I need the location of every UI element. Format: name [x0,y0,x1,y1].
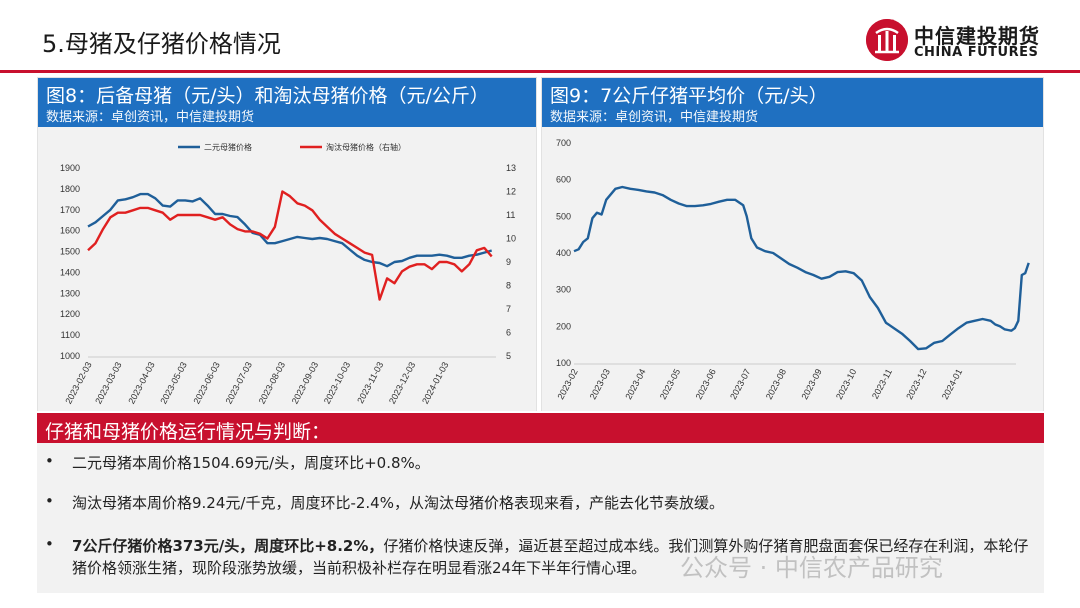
panel-source: 数据来源：卓创资讯，中信建投期货 [46,110,255,125]
y-right-tick-label: 8 [506,281,511,291]
judgement-body: • 二元母猪本周价格1504.69元/头，周度环比+0.8%。 • 淘汰母猪本周… [37,443,1044,593]
x-tick-label: 2023-07 [728,367,752,401]
x-tick-label: 2023-06 [694,367,718,401]
y-tick-label: 1500 [60,247,80,257]
x-tick-label: 2023-07-03 [224,360,254,405]
y-right-tick-label: 11 [506,210,515,220]
chart-panel-piglet-price: 图9：7公斤仔猪平均价（元/头） 数据来源：卓创资讯，中信建投期货 100 200… [541,77,1044,411]
judgement-title: 仔猪和母猪价格运行情况与判断： [45,421,331,443]
y-tick-label: 400 [556,248,571,258]
y-tick-label: 1800 [60,184,80,194]
x-tick-label: 2024-01 [940,367,964,401]
piglet-price-chart: 100 200 300 400 500 600 700 2023-02 2023-03 2023-… [555,138,1030,401]
bullet-text: 淘汰母猪本周价格9.24元/千克，周度环比-2.4%，从淘汰母猪价格表现来看，产… [72,494,724,512]
y-right-tick-label: 10 [506,234,516,244]
x-tick-label: 2024-01-03 [420,360,450,405]
y-tick-label: 1100 [61,330,80,340]
bullet-icon: • [45,535,54,553]
chart-area: 100 200 300 400 500 600 700 2023-02 2023-03 2023-… [542,127,1043,411]
bullet-icon: • [45,492,54,510]
legend-label: 二元母猪价格 [204,142,252,152]
x-tick-label: 2023-12-03 [387,360,417,405]
y-tick-label: 1200 [60,309,80,319]
series-line [87,190,493,301]
y-tick-label: 1700 [60,205,80,215]
panel-title: 图8：后备母猪（元/头）和淘汰母猪价格（元/公斤） [46,85,489,107]
y-tick-label: 100 [556,358,571,368]
judgement-header: 仔猪和母猪价格运行情况与判断： [37,413,1044,443]
bullet-highlight: 7公斤仔猪价格373元/头，周度环比+8.2%， [72,537,384,555]
x-tick-label: 2023-05 [658,367,682,401]
panel-header: 图9：7公斤仔猪平均价（元/头） 数据来源：卓创资讯，中信建投期货 [542,78,1043,127]
x-tick-label: 2023-04-03 [126,360,156,405]
y-tick-label: 200 [556,321,571,331]
x-tick-label: 2023-11-03 [355,360,385,405]
y-right-tick-label: 13 [506,163,516,173]
logo-emblem-icon [866,19,908,61]
x-tick-label: 2023-10-03 [322,360,352,405]
series-line [573,185,1030,351]
bullet-text-rich: 7公斤仔猪价格373元/头，周度环比+8.2%，仔猪价格快速反弹，逼近甚至超过成… [72,535,1037,579]
y-right-tick-label: 7 [506,304,511,314]
x-tick-label: 2023-02-03 [63,360,93,405]
x-tick-label: 2023-06-03 [191,360,221,405]
series-line [87,192,493,268]
y-tick-label: 1000 [60,351,80,361]
y-tick-label: 1300 [60,288,80,298]
x-tick-label: 2023-02 [555,367,579,401]
y-tick-label: 500 [556,211,571,221]
company-logo: 中信建投期货 CHINA FUTURES [866,19,1056,63]
x-tick-label: 2023-03 [588,367,612,401]
y-right-tick-label: 9 [506,257,511,267]
panel-title: 图9：7公斤仔猪平均价（元/头） [550,85,828,107]
bullet-text: 仔猪价格快速反弹，逼近甚至超过成本线。我们测算外购仔猪育肥盘面套保已经存在利润，… [72,537,1029,577]
y-right-tick-label: 5 [506,351,511,361]
y-right-tick-label: 6 [506,328,511,338]
panel-source: 数据来源：卓创资讯，中信建投期货 [550,110,759,125]
y-tick-label: 1600 [60,226,80,236]
y-tick-label: 600 [556,175,571,185]
slide-title: 5.母猪及仔猪价格情况 [42,30,281,58]
chart-panel-sow-prices: 图8：后备母猪（元/头）和淘汰母猪价格（元/公斤） 数据来源：卓创资讯，中信建投… [37,77,537,411]
legend-label: 淘汰母猪价格（右轴） [326,142,406,152]
bullet-icon: • [45,452,54,470]
y-tick-label: 1900 [60,163,80,173]
sow-price-chart: 1000 1100 1200 1300 1400 1500 1600 1700 1800 1900… [60,142,516,406]
x-tick-label: 2023-05-03 [158,360,188,405]
x-tick-label: 2023-11 [870,367,894,400]
x-tick-label: 2023-04 [623,367,647,401]
x-tick-label: 2023-09 [799,367,823,401]
bullet-text: 二元母猪本周价格1504.69元/头，周度环比+0.8%。 [72,454,430,472]
x-tick-label: 2023-08-03 [257,360,287,405]
x-tick-label: 2023-08 [764,367,788,401]
y-tick-label: 300 [556,285,571,295]
logo-text-en: CHINA FUTURES [914,45,1039,60]
chart-legend: 二元母猪价格 淘汰母猪价格（右轴） [178,142,406,152]
chart-area: 1000 1100 1200 1300 1400 1500 1600 1700 1800 1900… [38,127,536,411]
x-tick-label: 2023-10 [834,367,858,401]
logo-text-cn: 中信建投期货 [914,24,1040,48]
y-tick-label: 700 [556,138,571,148]
x-tick-label: 2023-09-03 [290,360,320,405]
panel-header: 图8：后备母猪（元/头）和淘汰母猪价格（元/公斤） 数据来源：卓创资讯，中信建投… [38,78,536,127]
x-tick-label: 2023-12 [904,367,928,401]
y-right-tick-label: 12 [506,187,516,197]
y-tick-label: 1400 [60,267,80,277]
header-divider [0,70,1080,73]
watermark: 公众号 · 中信农产品研究 [680,554,943,582]
x-tick-label: 2023-03-03 [93,360,123,405]
